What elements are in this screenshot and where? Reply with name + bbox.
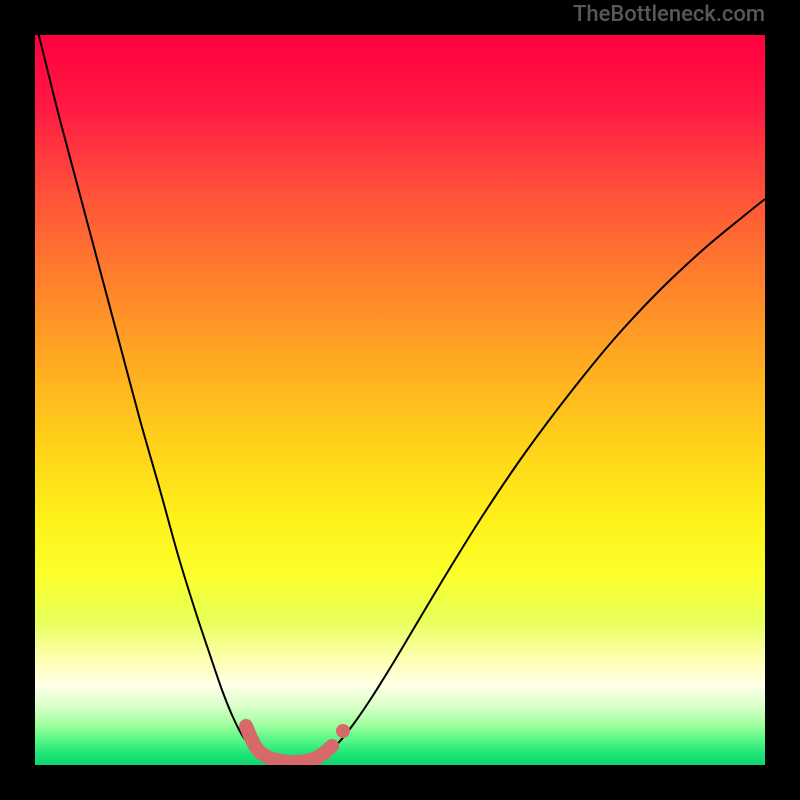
optimal-zone-end-dot (336, 724, 350, 738)
chart-stage: TheBottleneck.com (0, 0, 800, 800)
watermark-label: TheBottleneck.com (573, 2, 765, 27)
bottleneck-chart (0, 0, 800, 800)
gradient-background (35, 35, 765, 765)
